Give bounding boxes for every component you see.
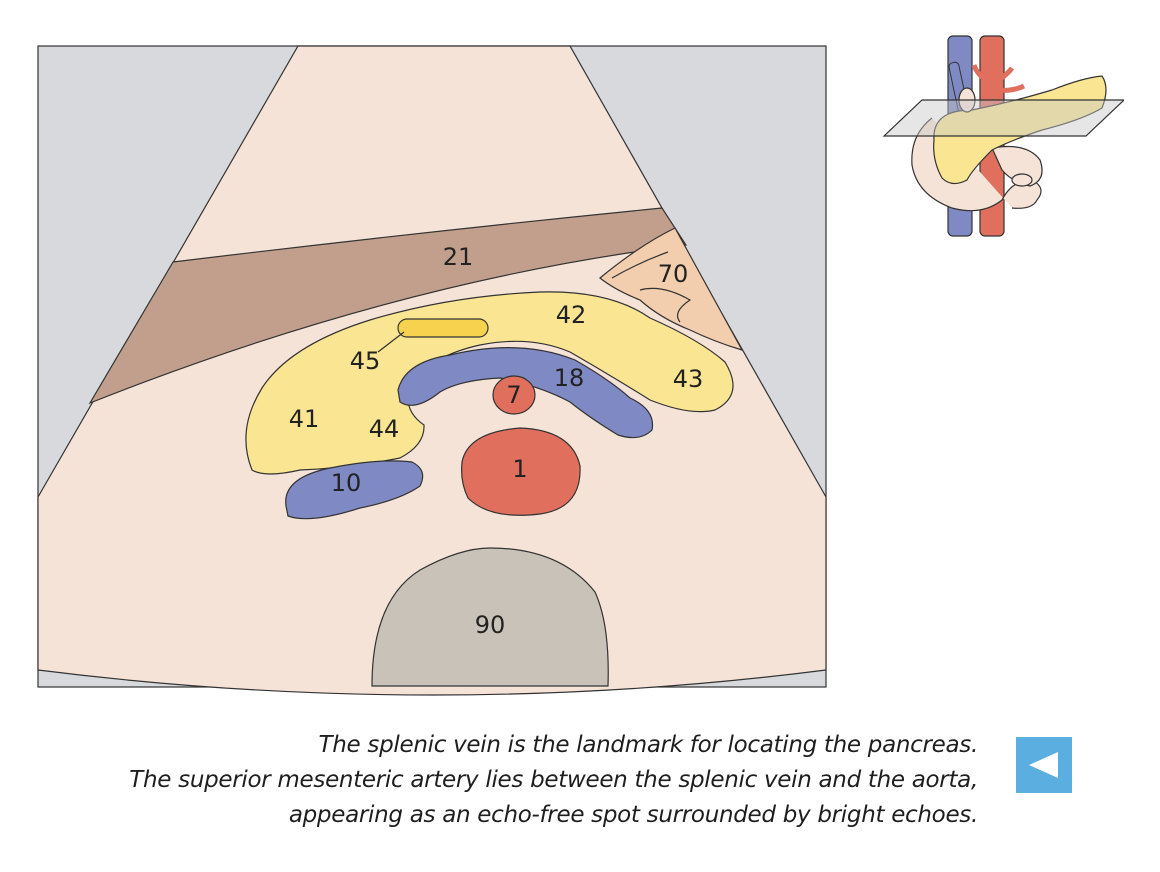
- back-button[interactable]: [1016, 737, 1072, 793]
- vertebral-body: [371, 547, 609, 687]
- caption-line-2: The superior mesenteric artery lies betw…: [129, 767, 978, 793]
- inset-section-plane: [882, 99, 1124, 137]
- triangle-left-icon: [1029, 752, 1058, 778]
- inferior-vena-cava: [285, 460, 424, 520]
- anatomy-inset-illustration: [882, 35, 1124, 237]
- label-stomach: 70: [658, 260, 689, 288]
- ultrasound-diagram: 21 70 42 45 18 43 7 41 44 1 10 90: [37, 45, 827, 696]
- pancreatic-duct-pointer: [377, 331, 405, 353]
- caption: The splenic vein is the landmark for loc…: [129, 728, 978, 833]
- inset-pancreas: [933, 75, 1107, 185]
- label-aorta: 1: [512, 455, 527, 483]
- label-sma: 7: [506, 381, 521, 409]
- label-ivc: 10: [331, 469, 362, 497]
- liver-region: [88, 207, 688, 405]
- label-vertebra: 90: [475, 611, 506, 639]
- label-liver: 21: [443, 243, 474, 271]
- caption-line-3: appearing as an echo-free spot surrounde…: [288, 802, 978, 828]
- label-pancreatic-duct: 45: [350, 347, 381, 375]
- splenic-vein: [397, 347, 654, 439]
- inset-duodenum-end: [1011, 173, 1033, 187]
- label-pancreas-body: 42: [556, 301, 587, 329]
- pancreas-region: [245, 291, 734, 475]
- caption-line-1: The splenic vein is the landmark for loc…: [318, 732, 979, 758]
- superior-mesenteric-artery: [492, 375, 536, 415]
- pancreatic-duct: [397, 318, 489, 338]
- label-splenic-vein: 18: [554, 364, 585, 392]
- label-uncinate-process: 44: [369, 415, 400, 443]
- aorta: [461, 427, 581, 516]
- label-pancreas-tail: 43: [673, 365, 704, 393]
- stomach-region: [599, 227, 744, 351]
- inset-artery-branches: [971, 64, 1026, 93]
- label-pancreas-head: 41: [289, 405, 320, 433]
- stomach-fold-line: [611, 251, 692, 323]
